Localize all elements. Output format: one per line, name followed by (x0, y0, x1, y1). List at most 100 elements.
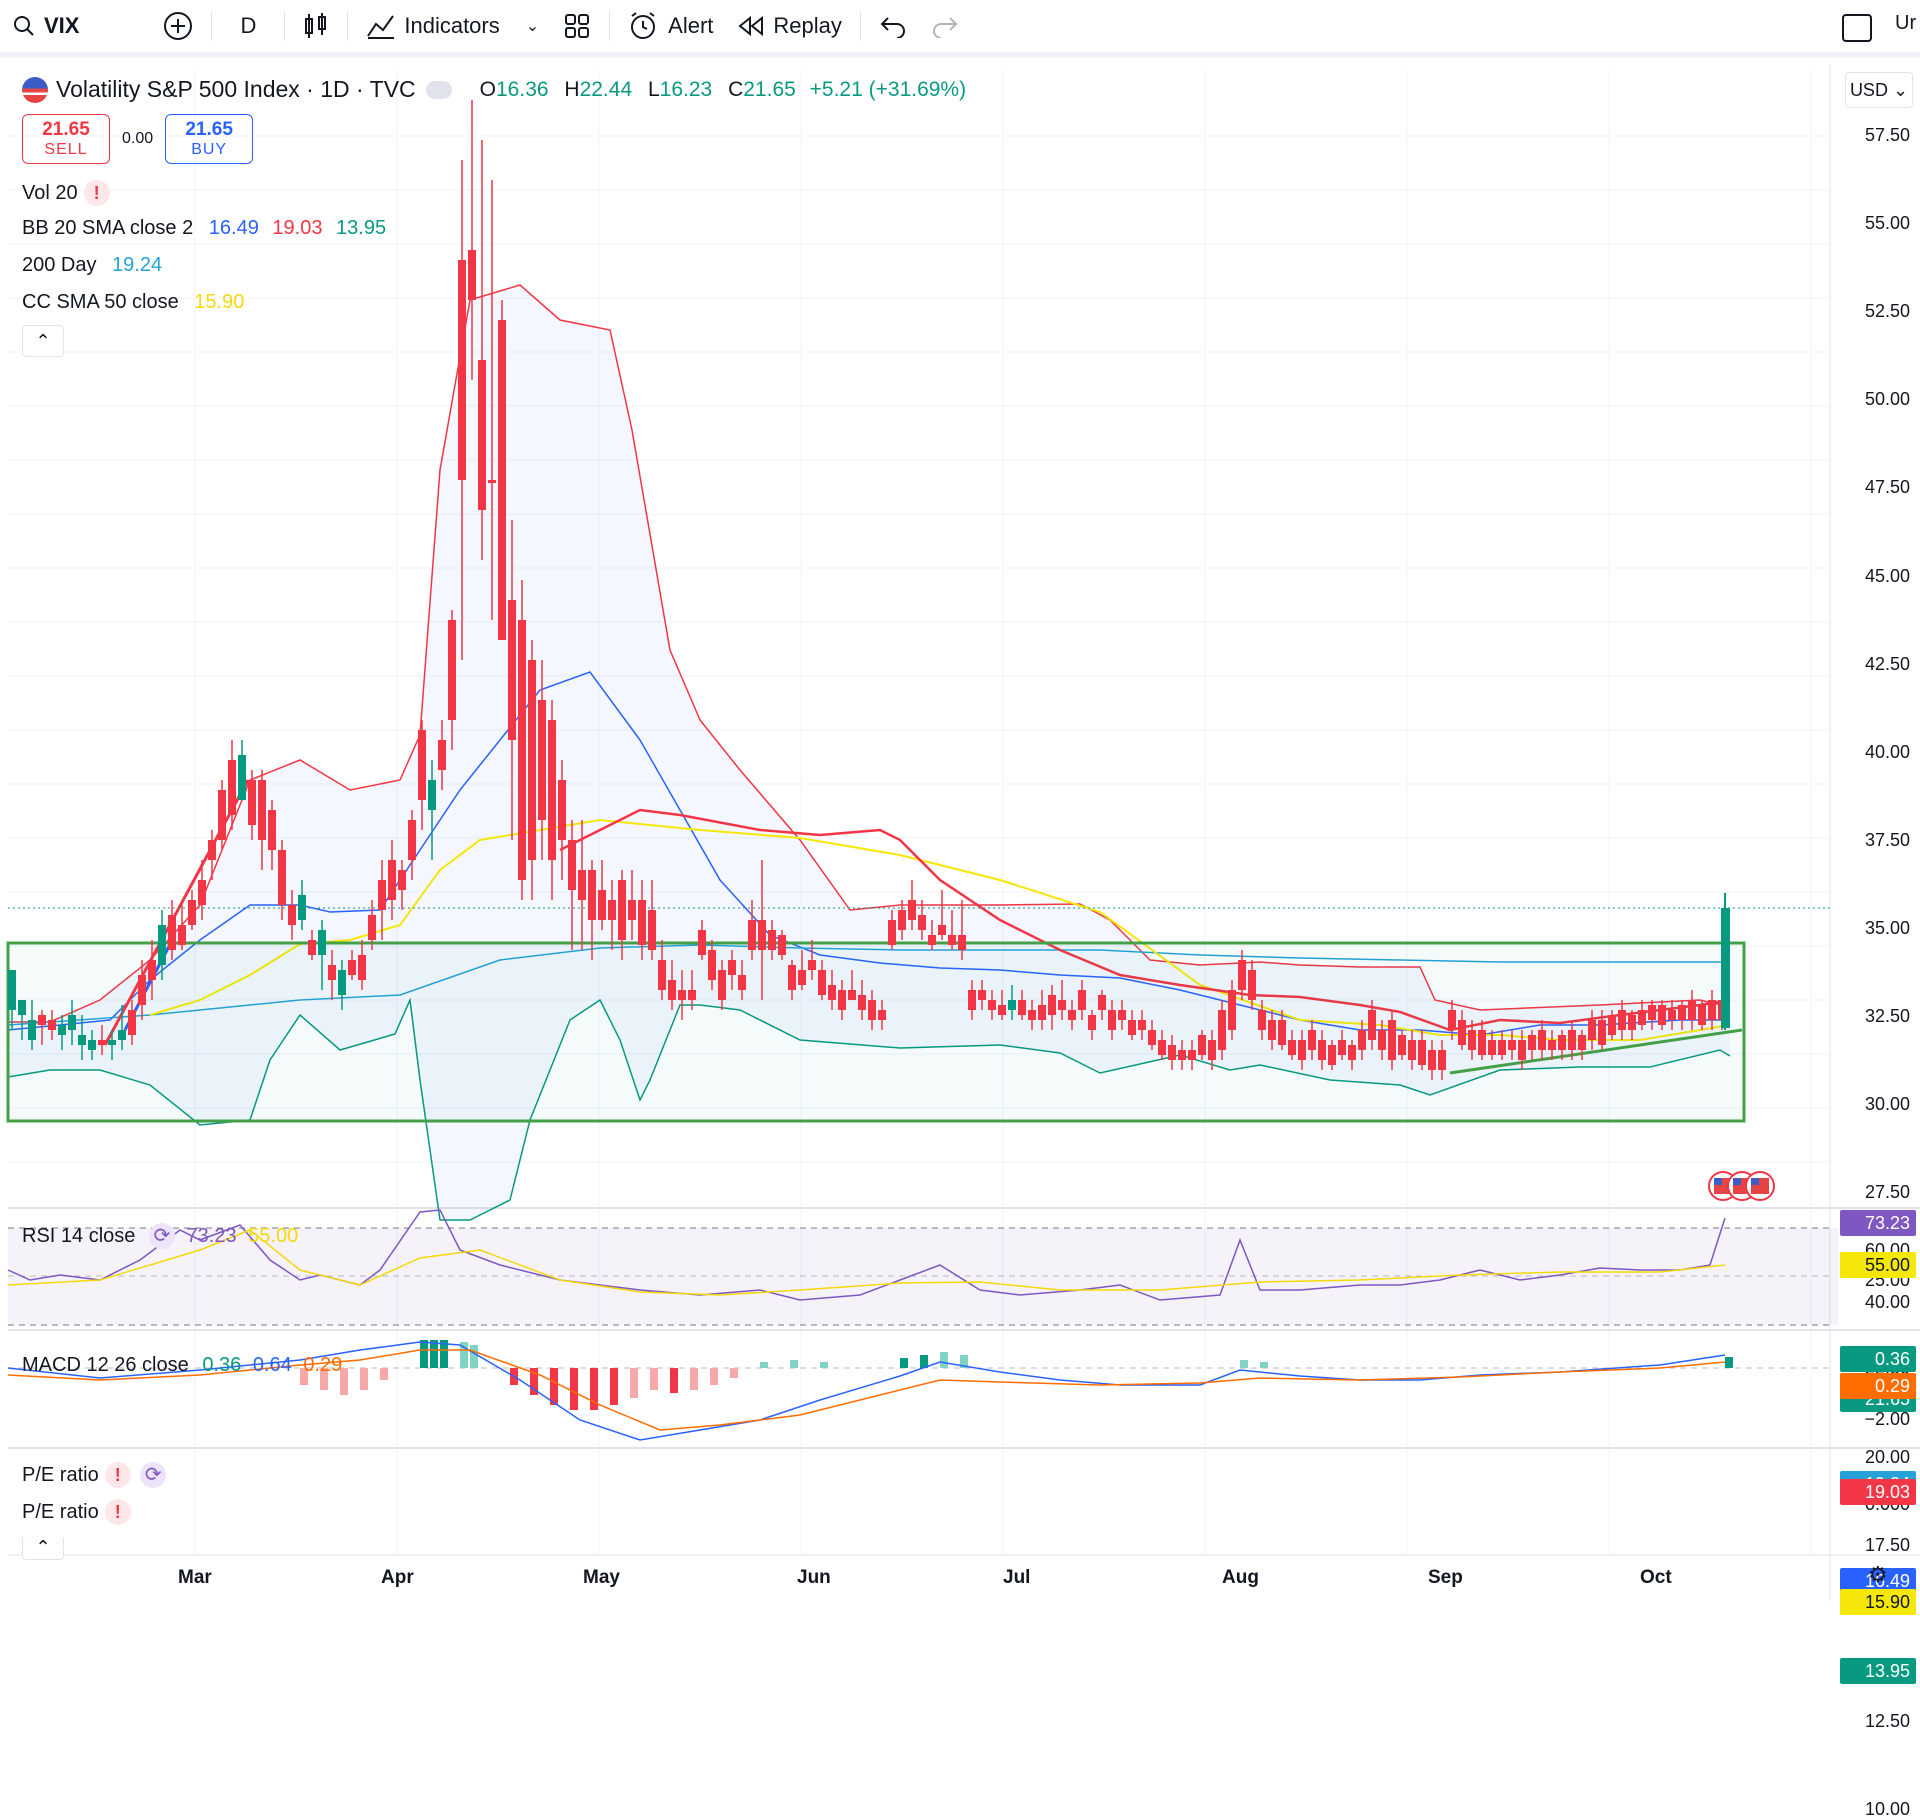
macd-histogram-bar (710, 1368, 718, 1385)
macd-legend[interactable]: MACD 12 26 close 0.36 0.64 0.29 (22, 1354, 342, 1377)
candle-body (1228, 990, 1236, 1030)
macd-histogram-bar (1240, 1360, 1248, 1368)
buy-button[interactable]: 21.65 BUY (165, 114, 254, 164)
candle-body (1218, 1010, 1226, 1050)
candle-body (688, 990, 696, 1000)
redo-button[interactable] (919, 4, 971, 48)
candle-body (948, 935, 956, 945)
indicator-legend-vol[interactable]: Vol 20! (22, 180, 110, 206)
candle-body (528, 660, 536, 860)
indicators-label: Indicators (404, 13, 500, 38)
candle-body (428, 780, 436, 810)
candle-body (848, 990, 856, 1000)
currency-selector[interactable]: USD ⌄ (1845, 72, 1913, 108)
layout-button[interactable] (551, 4, 603, 48)
trendline-green (1449, 1028, 1743, 1075)
candle-body (1308, 1030, 1316, 1050)
settings-gear-icon[interactable]: ⚙ (1868, 1562, 1888, 1587)
toolbar-divider (284, 11, 286, 41)
candle-body (1098, 995, 1106, 1010)
buy-label: BUY (191, 141, 228, 158)
candle-body (768, 930, 776, 950)
candle-body (1568, 1030, 1576, 1050)
candle-body (88, 1040, 96, 1050)
candle-body (668, 980, 676, 1000)
price-axis-label: 42.50 (1864, 653, 1910, 674)
sell-button[interactable]: 21.65 SELL (22, 114, 110, 164)
rsi-value: 73.23 (186, 1225, 237, 1247)
candle-body (1038, 1005, 1046, 1020)
macd-histogram-bar (340, 1368, 348, 1395)
top-toolbar: VIX D Indicators ⌄ Alert Replay Ur (0, 0, 1920, 58)
candle-body (1698, 1005, 1706, 1025)
interval-button[interactable]: D (218, 4, 278, 48)
undo-icon (880, 17, 905, 38)
candle-body (158, 925, 166, 965)
candles-icon (305, 13, 327, 38)
pe-legend-2[interactable]: P/E ratio! (22, 1499, 131, 1525)
replay-button[interactable]: Replay (725, 4, 853, 48)
indicator-legend-200day[interactable]: 200 Day 19.24 (22, 254, 162, 277)
candle-body (278, 850, 286, 905)
candle-body (18, 1000, 26, 1015)
macd-signal-line (7, 1349, 1726, 1431)
chart-type-button[interactable] (291, 4, 341, 48)
candle-body (38, 1015, 46, 1025)
candle-body (608, 900, 616, 920)
open-value: 16.36 (496, 77, 549, 101)
undo-button[interactable] (867, 4, 919, 48)
alert-button[interactable]: Alert (616, 4, 725, 48)
sma-red-line (559, 808, 1731, 1032)
candle-body (328, 965, 336, 980)
price-axis-label: 20.00 (1864, 1446, 1910, 1467)
indicator-legend-sma50[interactable]: CC SMA 50 close 15.90 (22, 291, 244, 314)
candle-body (568, 840, 576, 890)
candle-body (208, 840, 216, 860)
symbol-search-button[interactable]: VIX (0, 4, 91, 48)
macd-histogram-bar (730, 1368, 738, 1378)
candle-body (658, 960, 666, 990)
pe-legend-1[interactable]: P/E ratio! ⟳ (22, 1462, 167, 1488)
candle-body (1338, 1040, 1346, 1055)
candle-body (198, 880, 206, 905)
candle-body (758, 920, 766, 950)
rsi-legend[interactable]: RSI 14 close ⟳ 73.23 55.00 (22, 1223, 298, 1249)
indicators-button[interactable]: Indicators ⌄ (354, 4, 551, 48)
candle-body (318, 930, 326, 955)
ma200-line (7, 944, 1730, 1026)
time-axis-label: Jun (797, 1567, 831, 1588)
chevron-up-icon: ⌃ (35, 1537, 51, 1557)
candle-body (738, 975, 746, 990)
collapse-legend-button[interactable]: ⌃ (22, 325, 64, 357)
alarm-clock-icon (631, 12, 656, 39)
candle-body (908, 900, 916, 920)
time-axis-label: Mar (178, 1567, 212, 1588)
macd-histogram-bar (650, 1368, 658, 1390)
candle-body (1268, 1020, 1276, 1040)
candle-body (638, 900, 646, 945)
price-axis-label: 27.50 (1864, 1182, 1910, 1203)
fullscreen-icon[interactable] (1842, 14, 1872, 42)
candle-body (388, 860, 396, 900)
indicator-legend-bb[interactable]: BB 20 SMA close 2 16.49 19.03 13.95 (22, 217, 386, 240)
bb-upper-value: 19.03 (272, 217, 323, 239)
candle-body (968, 990, 976, 1010)
compare-button[interactable] (151, 4, 205, 48)
bb-basis-value: 16.49 (208, 217, 259, 239)
candle-body (1088, 1015, 1096, 1030)
macd-histogram-bar (550, 1368, 558, 1405)
candle-body (1588, 1020, 1596, 1040)
indicator-tag: 0.36 (1840, 1346, 1916, 1372)
candle-body (108, 1040, 116, 1045)
indicator-name: Vol 20 (22, 182, 78, 204)
chart-canvas[interactable] (0, 0, 1920, 1601)
candle-body (1078, 990, 1086, 1010)
price-axis-label: 40.00 (1864, 741, 1910, 762)
collapse-pane-button[interactable]: ⌃ (22, 1536, 64, 1560)
toolbar-cut-text[interactable]: Ur (1895, 12, 1917, 34)
eye-toggle-icon[interactable] (425, 80, 452, 99)
price-axis-label: 10.00 (1864, 1798, 1910, 1819)
indicator-tag: 73.23 (1840, 1210, 1916, 1236)
macd-histogram-bar (960, 1355, 968, 1368)
candle-body (1598, 1020, 1606, 1045)
